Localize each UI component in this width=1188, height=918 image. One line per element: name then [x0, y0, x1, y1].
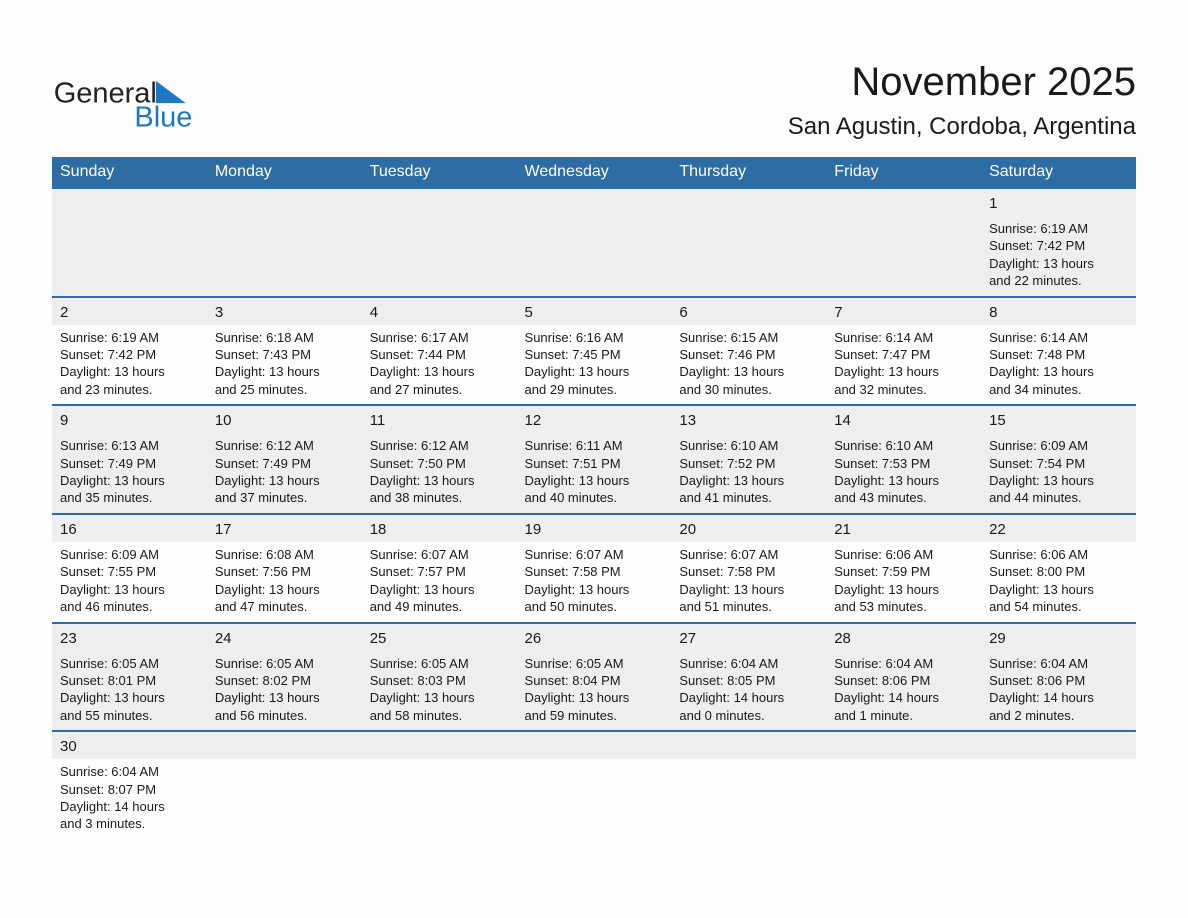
svg-text:Blue: Blue: [134, 101, 192, 130]
